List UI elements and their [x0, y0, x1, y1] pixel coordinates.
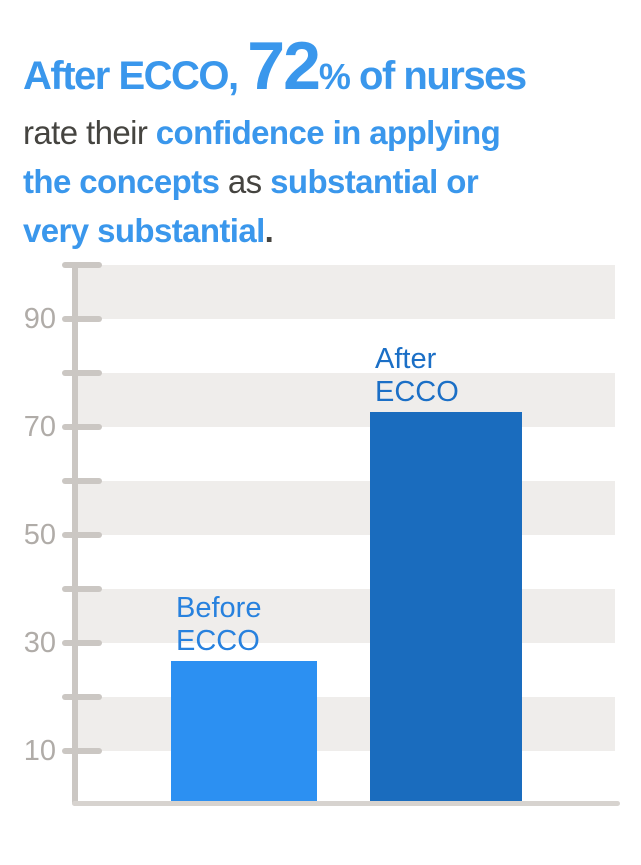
- y-tick-label: 10: [23, 735, 56, 767]
- headline-blue-text: substantial or: [270, 163, 479, 200]
- grid-band: [78, 481, 615, 535]
- headline-blue-text: confidence in applying: [155, 114, 501, 151]
- y-tick-label: 50: [23, 519, 56, 551]
- y-tick-label: 90: [23, 303, 56, 335]
- headline-blue-text: very substantial: [23, 212, 265, 249]
- bar-label-after-ecco: After ECCO: [375, 343, 459, 409]
- headline-gray-text: rate their: [23, 114, 156, 151]
- axis-tick: [62, 424, 102, 430]
- grid-band: [78, 373, 615, 427]
- grid-band: [78, 697, 615, 751]
- headline-blue-text: the concepts: [23, 163, 220, 200]
- y-tick-label: 30: [23, 627, 56, 659]
- headline-blue-suffix: of nurses: [349, 54, 527, 98]
- axis-tick: [62, 748, 102, 754]
- x-axis-baseline: [72, 801, 620, 806]
- axis-tick: [62, 640, 102, 646]
- headline-gray-period: .: [264, 212, 274, 249]
- y-tick-label: 70: [23, 411, 56, 443]
- axis-tick: [62, 478, 102, 484]
- grid-band: [78, 265, 615, 319]
- bar-after-ecco: [370, 412, 522, 801]
- axis-tick: [62, 532, 102, 538]
- headline-blue-prefix: After ECCO,: [23, 54, 248, 98]
- axis-tick: [62, 586, 102, 592]
- headline-line1: After ECCO, 72% of nurses: [23, 32, 623, 105]
- bar-label-before-ecco: Before ECCO: [176, 591, 262, 657]
- axis-tick: [62, 316, 102, 322]
- bar-before-ecco: [171, 660, 317, 801]
- headline-big-number: 72: [247, 28, 321, 104]
- headline-line3: the concepts as substantial or: [23, 160, 623, 203]
- axis-tick: [62, 262, 102, 268]
- headline: After ECCO, 72% of nurses rate their con…: [23, 32, 623, 252]
- grid-band: [78, 589, 615, 643]
- headline-gray-text: as: [219, 163, 271, 200]
- headline-percent-sign: %: [318, 56, 351, 97]
- headline-line4: very substantial.: [23, 209, 623, 252]
- headline-line2: rate their confidence in applying: [23, 111, 623, 154]
- axis-tick: [62, 694, 102, 700]
- axis-tick: [62, 370, 102, 376]
